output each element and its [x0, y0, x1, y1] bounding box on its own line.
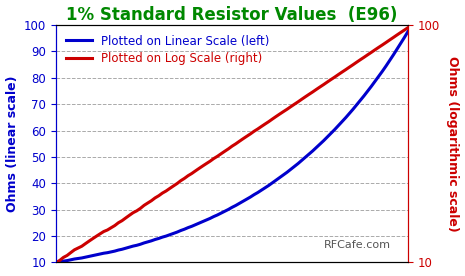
Y-axis label: Ohms (linear scale): Ohms (linear scale) — [6, 76, 19, 212]
Line: Plotted on Linear Scale (left): Plotted on Linear Scale (left) — [56, 31, 408, 262]
Plotted on Log Scale (right) — [145, 201, 151, 205]
Plotted on Linear Scale (left) — [53, 261, 59, 264]
Plotted on Linear Scale (left) — [64, 259, 70, 262]
Plotted on Log Scale (right) — [405, 26, 411, 29]
Text: RFCafe.com: RFCafe.com — [324, 240, 391, 250]
Legend: Plotted on Linear Scale (left), Plotted on Log Scale (right): Plotted on Linear Scale (left), Plotted … — [62, 31, 273, 69]
Plotted on Log Scale (right) — [255, 127, 260, 131]
Plotted on Log Scale (right) — [53, 261, 59, 264]
Plotted on Linear Scale (left) — [255, 191, 260, 194]
Plotted on Log Scale (right) — [325, 80, 330, 84]
Plotted on Linear Scale (left) — [325, 135, 330, 139]
Title: 1% Standard Resistor Values  (E96): 1% Standard Resistor Values (E96) — [66, 6, 398, 23]
Plotted on Linear Scale (left) — [79, 256, 85, 260]
Y-axis label: Ohms (logarithmic scale): Ohms (logarithmic scale) — [446, 56, 459, 232]
Plotted on Linear Scale (left) — [229, 206, 235, 209]
Plotted on Log Scale (right) — [79, 245, 85, 248]
Line: Plotted on Log Scale (right): Plotted on Log Scale (right) — [56, 28, 408, 262]
Plotted on Linear Scale (left) — [145, 240, 151, 243]
Plotted on Linear Scale (left) — [405, 30, 411, 33]
Plotted on Log Scale (right) — [229, 145, 235, 148]
Plotted on Log Scale (right) — [64, 254, 70, 257]
